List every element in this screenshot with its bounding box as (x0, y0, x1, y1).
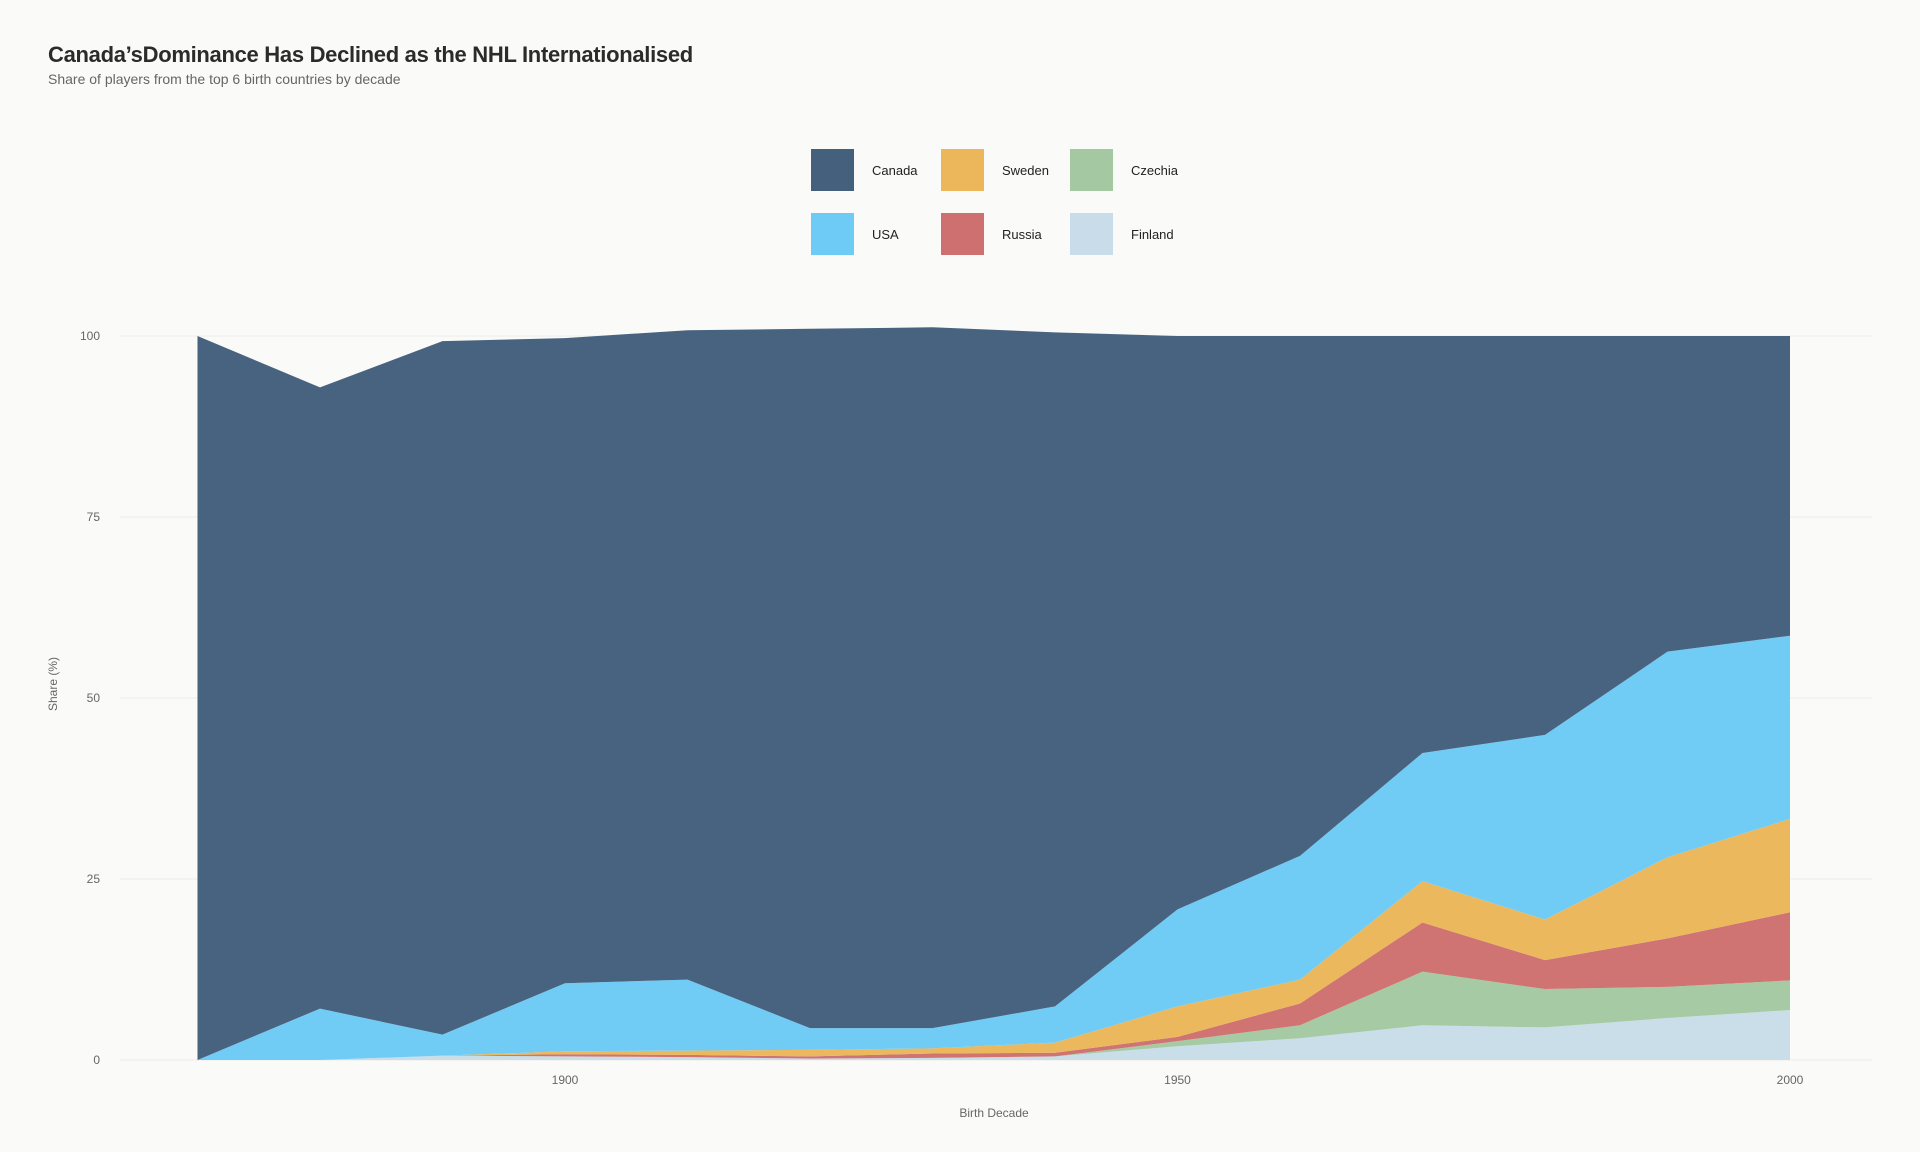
legend-swatch (941, 149, 984, 191)
legend-swatch (811, 149, 854, 191)
chart-subtitle: Share of players from the top 6 birth co… (48, 71, 401, 87)
area-usa (197, 635, 1790, 1060)
y-tick-label: 50 (87, 691, 101, 705)
legend-swatch (941, 213, 984, 255)
legend-swatch (1070, 213, 1113, 255)
area-canada (197, 327, 1790, 1060)
legend-label: USA (872, 226, 899, 242)
x-tick-label: 2000 (1777, 1073, 1804, 1087)
area-finland (197, 1010, 1790, 1060)
area-czechia (197, 971, 1790, 1060)
x-tick-label: 1900 (552, 1073, 579, 1087)
y-tick-label: 75 (87, 510, 101, 524)
legend-item-usa[interactable]: USA (811, 213, 899, 255)
legend-item-finland[interactable]: Finland (1070, 213, 1174, 255)
legend-swatch (1070, 149, 1113, 191)
legend-label: Sweden (1002, 162, 1049, 178)
legend-label: Canada (872, 162, 918, 178)
legend-label: Russia (1002, 226, 1042, 242)
y-tick-label: 0 (93, 1053, 100, 1067)
legend-item-czechia[interactable]: Czechia (1070, 149, 1178, 191)
legend-label: Finland (1131, 226, 1174, 242)
chart-title: Canada’sDominance Has Declined as the NH… (48, 42, 693, 67)
legend-item-russia[interactable]: Russia (941, 213, 1042, 255)
legend-item-sweden[interactable]: Sweden (941, 149, 1049, 191)
y-tick-label: 100 (80, 329, 100, 343)
y-tick-label: 25 (87, 872, 101, 886)
y-axis-title: Share (%) (46, 657, 60, 711)
x-axis-title: Birth Decade (959, 1106, 1029, 1120)
legend-swatch (811, 213, 854, 255)
area-russia (197, 912, 1790, 1060)
legend-item-canada[interactable]: Canada (811, 149, 918, 191)
legend-label: Czechia (1131, 162, 1178, 178)
x-tick-label: 1950 (1164, 1073, 1191, 1087)
